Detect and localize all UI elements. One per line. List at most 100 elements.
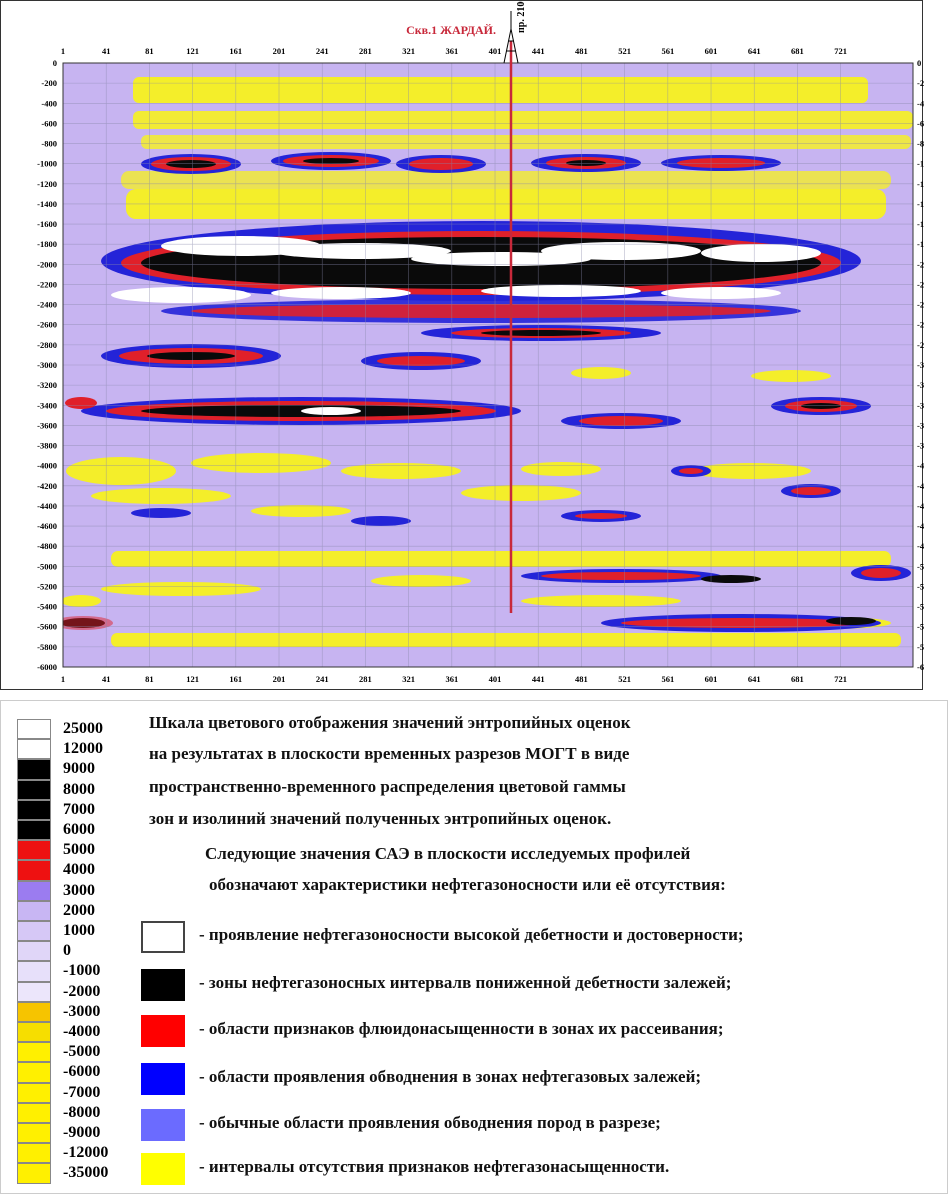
y-tick-label: 0 xyxy=(917,58,921,68)
x-tick-label: 321 xyxy=(402,46,415,56)
scale-swatch xyxy=(17,900,51,921)
x-tick-label: 201 xyxy=(273,674,286,684)
x-tick-label: 641 xyxy=(748,674,761,684)
y-tick-label: -5200 xyxy=(37,581,57,591)
y-tick-label: -1600 xyxy=(37,219,57,229)
category-swatch-yellow xyxy=(141,1153,185,1185)
anomaly-zones xyxy=(63,152,911,632)
y-tick-label: -3600 xyxy=(37,420,57,430)
x-tick-label: 721 xyxy=(834,46,847,56)
profile-label: пр. 21007 xyxy=(516,1,527,33)
scale-value-label: 6000 xyxy=(63,821,95,838)
category-label: - области признаков флюидонасыщенности в… xyxy=(199,1019,724,1038)
y-tick-label: -4600 xyxy=(917,521,924,531)
y-tick-label: -3600 xyxy=(917,420,924,430)
x-tick-label: 241 xyxy=(316,46,329,56)
x-tick-label: 41 xyxy=(102,46,111,56)
y-tick-label: -2400 xyxy=(917,300,924,310)
scale-swatch xyxy=(17,921,51,942)
scale-value-label: -2000 xyxy=(63,982,101,1000)
scale-value-label: -9000 xyxy=(63,1124,101,1141)
scale-swatch xyxy=(17,799,51,820)
y-tick-label: -400 xyxy=(41,98,57,108)
y-tick-label: -5000 xyxy=(37,561,57,571)
x-tick-label: 561 xyxy=(661,674,674,684)
category-label: - обычные области проявления обводнения … xyxy=(199,1113,661,1132)
y-tick-label: -1600 xyxy=(917,219,924,229)
x-tick-label: 481 xyxy=(575,46,588,56)
y-tick-label: -4200 xyxy=(917,481,924,491)
y-tick-label: -4400 xyxy=(37,501,57,511)
y-tick-label: -1800 xyxy=(917,239,924,249)
scale-swatch xyxy=(17,1123,51,1144)
y-tick-label: -1000 xyxy=(917,159,924,169)
y-tick-label: -5400 xyxy=(917,602,924,612)
scale-swatch xyxy=(17,1042,51,1063)
y-tick-label: -3800 xyxy=(37,441,57,451)
y-axis-left: 0 -200 -400 -600 -800 -1000 -1200 -1400 -1600 -18… xyxy=(37,58,57,672)
y-tick-label: -3000 xyxy=(917,360,924,370)
y-tick-label: -2200 xyxy=(37,279,57,289)
scale-swatch xyxy=(17,739,51,760)
y-tick-label: -3400 xyxy=(37,400,57,410)
x-tick-label: 521 xyxy=(618,674,631,684)
seismic-section-panel: Скв.1 ЖАРДАЙ. пр. 21007 1 41 81 121 161 201 24… xyxy=(0,0,924,690)
x-tick-label: 441 xyxy=(532,46,545,56)
y-tick-label: -5800 xyxy=(917,642,924,652)
scale-swatch xyxy=(17,719,51,740)
scale-value-label: 5000 xyxy=(63,841,95,859)
scale-value-label: -12000 xyxy=(63,1144,109,1162)
y-tick-label: -2000 xyxy=(37,259,57,269)
x-tick-label: 161 xyxy=(229,674,242,684)
y-tick-label: -800 xyxy=(917,139,924,149)
x-tick-label: 81 xyxy=(145,46,154,56)
intro-line: Следующие значения САЭ в плоскости иссле… xyxy=(205,844,691,863)
x-tick-label: 681 xyxy=(791,674,804,684)
x-tick-label: 161 xyxy=(229,46,242,56)
x-tick-label: 241 xyxy=(316,674,329,684)
y-tick-label: -4800 xyxy=(37,541,57,551)
scale-value-label: 25000 xyxy=(63,720,103,737)
y-tick-label: -1800 xyxy=(37,239,57,249)
scale-swatch xyxy=(17,880,51,901)
scale-swatch xyxy=(17,779,51,800)
y-tick-label: 0 xyxy=(53,58,57,68)
scale-swatch xyxy=(17,1082,51,1103)
scale-value-label: -6000 xyxy=(63,1063,101,1081)
scale-swatch xyxy=(17,1143,51,1164)
y-tick-label: -5800 xyxy=(37,642,57,652)
scale-value-label: -4000 xyxy=(63,1023,101,1040)
y-tick-label: -1400 xyxy=(917,199,924,209)
x-tick-label: 561 xyxy=(661,46,674,56)
scale-swatch xyxy=(17,860,51,881)
y-tick-label: -2400 xyxy=(37,300,57,310)
y-tick-label: -1400 xyxy=(37,199,57,209)
scale-swatch xyxy=(17,961,51,982)
x-axis-top: 1 41 81 121 161 201 241 281 321 361 401 441 481 521 56… xyxy=(61,46,847,56)
y-tick-label: -2600 xyxy=(37,320,57,330)
y-tick-label: -6000 xyxy=(37,662,57,672)
y-tick-label: -4400 xyxy=(917,501,924,511)
y-tick-label: -5200 xyxy=(917,581,924,591)
scale-value-label: 12000 xyxy=(63,740,103,758)
y-tick-label: -2800 xyxy=(917,340,924,350)
scale-swatch xyxy=(17,981,51,1002)
scale-value-label: 1000 xyxy=(63,922,95,939)
scale-swatch xyxy=(17,1163,51,1184)
scale-value-label: -8000 xyxy=(63,1103,101,1121)
scale-value-label: -1000 xyxy=(63,962,101,980)
y-tick-label: -600 xyxy=(917,118,924,128)
x-tick-label: 81 xyxy=(145,674,154,684)
y-tick-label: -4000 xyxy=(917,461,924,471)
description-line: зон и изолиний значений полученных энтро… xyxy=(149,809,612,828)
x-tick-label: 1 xyxy=(61,46,65,56)
y-tick-label: -1200 xyxy=(37,179,57,189)
scale-value-label: 8000 xyxy=(63,780,95,798)
y-tick-label: -3400 xyxy=(917,400,924,410)
x-tick-label: 441 xyxy=(532,674,545,684)
scale-swatch xyxy=(17,1001,51,1022)
x-tick-label: 121 xyxy=(186,46,199,56)
y-tick-label: -2000 xyxy=(917,259,924,269)
category-swatch-black xyxy=(141,969,185,1001)
scale-swatch xyxy=(17,1022,51,1043)
